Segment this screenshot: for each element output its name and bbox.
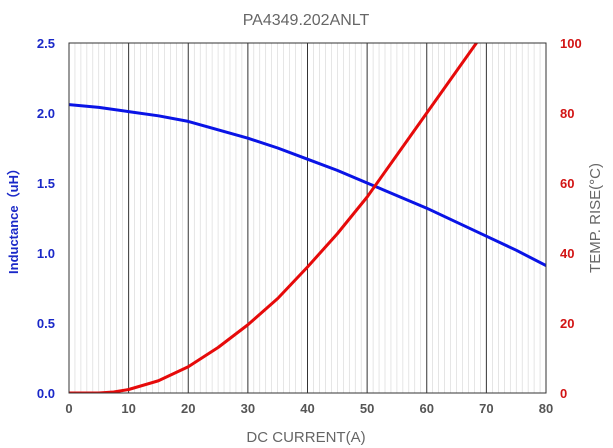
y-tick-label: 1.5 [37,176,55,191]
y-tick-label: 1.0 [37,246,55,261]
x-tick-label: 70 [479,401,493,416]
y-axis-label: Inductance（uH） [6,162,21,274]
chart-title: PA4349.202ANLT [243,12,370,29]
y2-tick-label: 100 [560,36,582,51]
y2-tick-label: 80 [560,106,574,121]
x-tick-label: 30 [241,401,255,416]
y2-axis-label: TEMP. RISE(°C) [587,163,604,273]
x-tick-label: 80 [539,401,553,416]
y2-tick-label: 20 [560,316,574,331]
x-tick-label: 20 [181,401,195,416]
x-tick-label: 10 [121,401,135,416]
y2-tick-labels: 0 20 40 60 80 100 [560,36,582,401]
x-axis-label: DC CURRENT(A) [246,429,365,446]
y-tick-label: 2.0 [37,106,55,121]
y-tick-labels: 0.0 0.5 1.0 1.5 2.0 2.5 [37,36,55,401]
y-tick-label: 2.5 [37,36,55,51]
x-tick-label: 60 [420,401,434,416]
x-tick-label: 50 [360,401,374,416]
x-tick-label: 0 [65,401,72,416]
temperature-rise-line [69,43,479,393]
major-grid [128,43,487,393]
y-tick-label: 0.0 [37,386,55,401]
inductance-line [69,103,546,268]
y-tick-label: 0.5 [37,316,55,331]
y2-tick-label: 60 [560,176,574,191]
series-layer [69,43,546,393]
x-tick-label: 40 [300,401,314,416]
plot-frame [68,42,547,394]
y2-tick-label: 0 [560,386,567,401]
y2-tick-label: 40 [560,246,574,261]
x-tick-labels: 0 10 20 30 40 50 60 70 80 [65,401,553,416]
minor-grid [74,43,541,393]
